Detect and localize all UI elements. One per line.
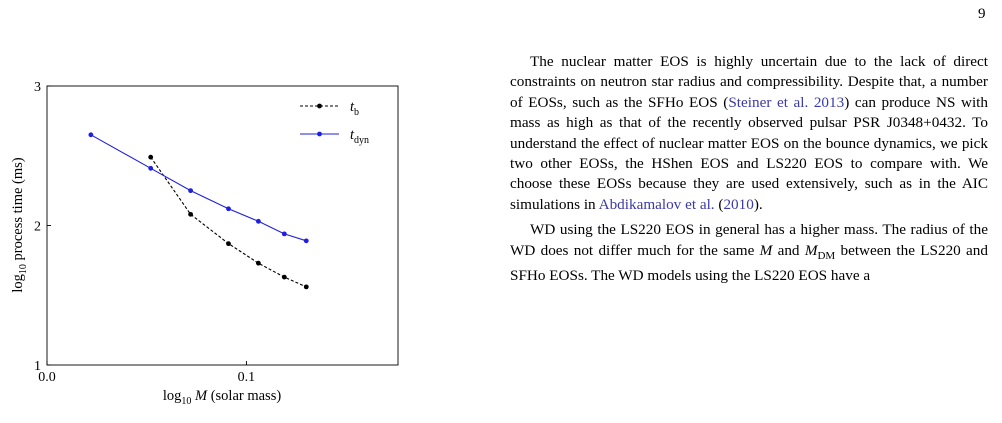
x-axis-label-log: log <box>163 388 182 404</box>
x-tick-label: 0.0 <box>38 370 56 385</box>
paragraph-text: between the LS220 and SFHo EOSs. The WD … <box>510 241 988 285</box>
data-point-t-dyn <box>281 231 287 237</box>
x-axis-label-unit: (solar mass) <box>211 388 282 404</box>
legend-label-t-b: tb <box>350 99 359 118</box>
legend-label-t-dyn: tdyn <box>350 127 369 146</box>
paragraph-text: WD using the LS220 EOS in general has a … <box>510 221 988 259</box>
series-layer <box>88 132 309 290</box>
body-text: The nuclear matter EOS is highly uncerta… <box>510 52 988 287</box>
paragraph-text: and <box>772 241 805 259</box>
y-tick-label: 3 <box>34 80 41 95</box>
data-point-t-b <box>226 241 231 247</box>
plot-frame <box>46 85 399 366</box>
y-tick-label: 1 <box>34 359 41 374</box>
y-axis-label-log: log <box>10 274 26 293</box>
paragraph-text: The nuclear matter EOS is highly uncerta… <box>510 53 988 111</box>
x-axis-label-base: 10 <box>181 396 191 407</box>
data-point-t-b <box>281 274 287 280</box>
paragraph-text: ( <box>714 195 724 213</box>
axis-ticks: 0.0 0.1 1 2 3 <box>34 80 255 385</box>
paragraph-nuclear-eos: The nuclear matter EOS is highly uncerta… <box>510 52 988 215</box>
x-tick-label: 0.1 <box>238 370 256 385</box>
data-point-t-b <box>255 260 261 266</box>
paragraph-text: DM <box>817 249 836 262</box>
data-point-t-b <box>303 284 309 290</box>
y-axis-label-rest: process time (ms) <box>10 157 26 260</box>
legend-marker-t-b <box>317 103 322 109</box>
chart-legend: tb tdyn <box>300 99 369 146</box>
x-axis-label: log10 M (solar mass) <box>163 388 282 407</box>
series-line-t-dyn <box>90 134 307 242</box>
data-point-t-b <box>148 154 154 160</box>
data-point-t-dyn <box>148 165 154 171</box>
y-tick-label: 2 <box>34 220 41 235</box>
page-number: 9 <box>978 6 986 22</box>
data-point-t-dyn <box>226 206 231 212</box>
data-point-t-dyn <box>88 132 94 138</box>
citation-link[interactable]: Abdikamalov et al. <box>598 195 715 213</box>
y-axis-label: log10 process time (ms) <box>10 157 29 292</box>
data-point-t-dyn <box>188 188 193 194</box>
math-symbol: M <box>759 241 773 259</box>
legend-marker-t-dyn <box>317 131 322 137</box>
x-axis-label-var: M <box>194 388 208 404</box>
citation-link[interactable]: 2010 <box>723 195 754 213</box>
y-axis-label-base: 10 <box>18 264 29 274</box>
paragraph-text: ) can produce NS with mass as high as th… <box>510 93 988 213</box>
citation-link[interactable]: Steiner et al. 2013 <box>728 93 845 111</box>
data-point-t-b <box>188 211 193 217</box>
series-line-t-b <box>150 156 307 288</box>
data-point-t-dyn <box>255 218 261 224</box>
data-point-t-dyn <box>303 238 309 244</box>
paragraph-text: ). <box>753 195 763 213</box>
paragraph-ls220-wd: WD using the LS220 EOS in general has a … <box>510 220 988 286</box>
math-symbol: M <box>804 241 818 259</box>
